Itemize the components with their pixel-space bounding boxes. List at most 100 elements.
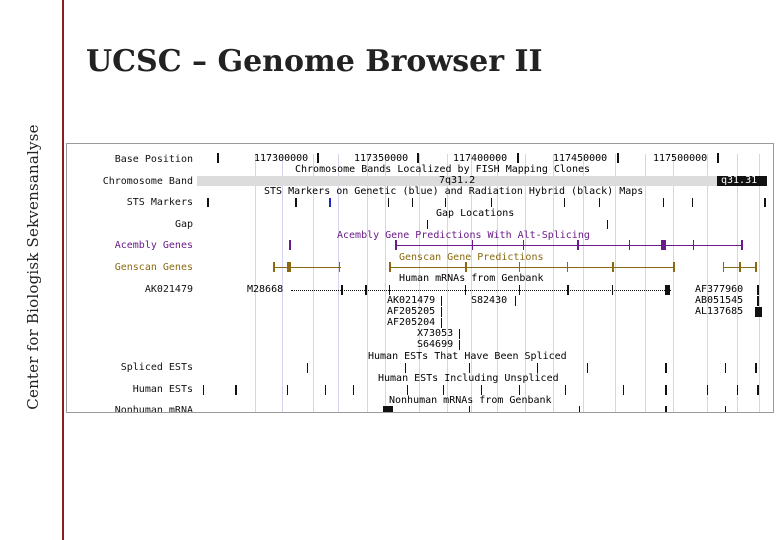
grid-line: [615, 154, 616, 412]
acembly-gene-line: [395, 245, 743, 246]
position-label: 117300000: [254, 153, 309, 164]
gap-mark: [427, 220, 428, 229]
acembly-heading: Acembly Gene Predictions With Alt-Splici…: [337, 230, 590, 241]
mrna-label-m28668[interactable]: M28668: [247, 284, 284, 295]
grid-line: [759, 154, 760, 412]
track-label-base-position[interactable]: Base Position: [114, 154, 193, 165]
mrna-label-s64699[interactable]: S64699: [417, 339, 454, 350]
acembly-exon: [472, 240, 473, 250]
est-mark: [203, 385, 204, 395]
sts-mark: [599, 198, 600, 207]
nonhuman-mark: [665, 406, 667, 412]
grid-line: [447, 154, 448, 412]
nonhuman-mark: [579, 406, 580, 412]
est-mark: [707, 385, 708, 395]
sts-mark: [207, 198, 209, 207]
genscan-exon: [519, 262, 520, 272]
mrna-label-ak021479[interactable]: AK021479: [387, 295, 436, 306]
sts-mark: [388, 198, 389, 207]
est-mark: [287, 385, 288, 395]
chromosome-band-bar: [197, 176, 767, 186]
ruler-tick: [417, 153, 419, 163]
track-label-nonhuman-mrna[interactable]: Nonhuman mRNA: [114, 405, 193, 413]
acembly-exon: [661, 240, 666, 250]
band-end-box: [717, 176, 767, 186]
mrna-label-af377960[interactable]: AF377960: [695, 284, 744, 295]
mrna-exon: [389, 285, 390, 295]
acembly-exon: [693, 240, 694, 250]
ruler-tick: [217, 153, 219, 163]
genscan-exon: [673, 262, 675, 272]
track-label-gap[interactable]: Gap: [174, 219, 193, 230]
position-label: 117350000: [354, 153, 409, 164]
mrna-exon: [612, 285, 613, 295]
sts-mark: [692, 198, 693, 207]
track-label-spliced-ests[interactable]: Spliced ESTs: [120, 362, 193, 373]
est-mark: [235, 385, 237, 395]
mrna-exon: [459, 340, 460, 350]
est-mark: [407, 385, 408, 395]
nonhuman-mark: [383, 406, 393, 412]
mrna-label-x73053[interactable]: X73053: [417, 328, 454, 339]
slide-title: UCSC – Genome Browser II: [86, 44, 543, 79]
mrna-exon: [441, 296, 442, 306]
mrna-exon: [441, 318, 442, 328]
track-label-sts-markers[interactable]: STS Markers: [126, 197, 193, 208]
genscan-exon: [465, 262, 467, 272]
mrna-exon: [459, 329, 460, 339]
est-mark: [519, 385, 520, 395]
grid-line: [525, 154, 526, 412]
mrna-label-s82430[interactable]: S82430: [471, 295, 508, 306]
mrna-exon: [441, 307, 442, 317]
grid-line: [645, 154, 646, 412]
est-mark: [737, 385, 738, 395]
acembly-exon: [741, 240, 743, 250]
genscan-exon: [723, 262, 724, 272]
est-mark: [443, 385, 444, 395]
mrna-exon: [465, 285, 466, 295]
band-name: 7q31.2: [439, 175, 476, 186]
genome-browser-image: Base Position Chromosome Band STS Marker…: [66, 143, 774, 413]
track-label-ak021479[interactable]: AK021479: [144, 284, 193, 295]
est-mark: [469, 363, 470, 373]
mrna-exon: [515, 296, 516, 306]
grid-line: [471, 154, 472, 412]
est-mark: [665, 385, 667, 395]
mrna-exon: [755, 307, 762, 317]
human-ests-heading: Human ESTs Including Unspliced: [378, 373, 559, 384]
mrna-exon: [341, 285, 343, 295]
position-label: 117400000: [453, 153, 508, 164]
grid-line: [313, 154, 314, 412]
mrna-label-af205205[interactable]: AF205205: [387, 306, 436, 317]
track-label-human-ests[interactable]: Human ESTs: [132, 384, 193, 395]
mrna-label-af205204[interactable]: AF205204: [387, 317, 436, 328]
side-label: Center for Biologisk Sekvensanalyse: [24, 124, 42, 410]
mrna-label-al137685[interactable]: AL137685: [695, 306, 744, 317]
genscan-exon: [339, 262, 340, 272]
sts-heading: STS Markers on Genetic (blue) and Radiat…: [264, 186, 644, 197]
genscan-exon: [287, 262, 291, 272]
sts-mark-genetic: [329, 198, 331, 207]
grid-line: [553, 154, 554, 412]
grid-line: [367, 154, 368, 412]
mrna-heading: Human mRNAs from Genbank: [399, 273, 544, 284]
est-mark: [665, 363, 667, 373]
track-label-genscan-genes[interactable]: Genscan Genes: [114, 262, 193, 273]
position-label: 117500000: [653, 153, 708, 164]
acembly-exon: [577, 240, 579, 250]
acembly-exon: [289, 240, 291, 250]
mrna-exon: [365, 285, 367, 295]
genscan-exon: [739, 262, 741, 272]
grid-line: [707, 154, 708, 412]
track-label-chromosome-band[interactable]: Chromosome Band: [102, 176, 193, 187]
grid-line: [497, 154, 498, 412]
acembly-exon: [629, 240, 630, 250]
sts-mark: [564, 198, 565, 207]
genscan-exon: [612, 262, 614, 272]
est-mark: [623, 385, 624, 395]
mrna-exon: [567, 285, 569, 295]
genscan-gene-line: [273, 267, 341, 268]
ruler-tick: [617, 153, 619, 163]
track-label-acembly-genes[interactable]: Acembly Genes: [114, 240, 193, 251]
mrna-label-ab051545[interactable]: AB051545: [695, 295, 744, 306]
